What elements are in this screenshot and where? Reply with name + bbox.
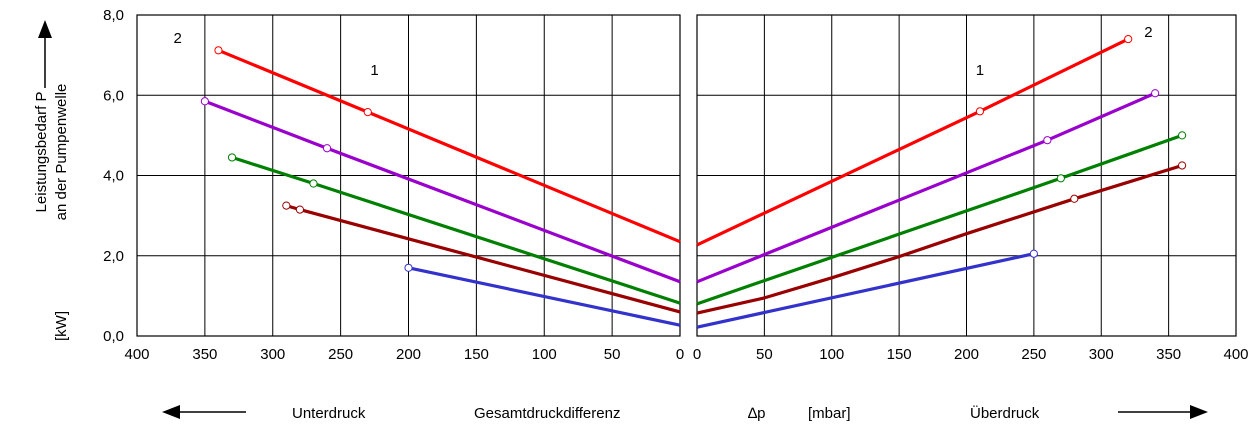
right-x-tick-label: 250 xyxy=(1021,346,1046,363)
left-x-tick-label: 50 xyxy=(604,346,621,363)
right-data-point xyxy=(1178,161,1187,170)
right-data-point xyxy=(1178,131,1187,140)
right-x-tick-label: 300 xyxy=(1089,346,1114,363)
right-data-point xyxy=(1151,89,1160,98)
right-x-tick-label: 100 xyxy=(819,346,844,363)
right-data-point xyxy=(1070,194,1079,203)
left-curve-number: 1 xyxy=(370,62,378,79)
x-axis-unit: [mbar] xyxy=(808,405,851,422)
left-data-point xyxy=(227,153,237,162)
y-axis-label-line1: Leistungsbedarf P xyxy=(33,92,50,213)
right-x-tick-label: 350 xyxy=(1156,346,1181,363)
x-axis-label: Gesamtdruckdifferenz xyxy=(474,405,620,422)
left-series-line xyxy=(204,99,681,284)
right-curve-number: 2 xyxy=(1144,24,1152,41)
left-x-tick-label: 200 xyxy=(396,346,421,363)
y-tick-label: 4,0 xyxy=(103,168,124,185)
y-tick-label: 8,0 xyxy=(103,7,124,24)
right-arrow-icon xyxy=(1118,405,1208,419)
right-series-line xyxy=(696,91,1156,284)
left-arrow-icon xyxy=(162,405,246,419)
right-data-point xyxy=(1056,174,1065,183)
left-data-point xyxy=(282,201,291,210)
left-data-point xyxy=(214,46,223,55)
left-curve-number: 2 xyxy=(174,30,182,47)
right-series-line xyxy=(696,37,1129,247)
left-x-tick-label: 300 xyxy=(260,346,285,363)
right-x-tick-label: 150 xyxy=(887,346,912,363)
y-tick-label: 2,0 xyxy=(103,248,124,265)
unterdruck-label: Unterdruck xyxy=(292,405,366,422)
y-tick-label: 6,0 xyxy=(103,87,124,104)
right-series-line xyxy=(696,163,1183,315)
right-x-tick-label: 400 xyxy=(1223,346,1248,363)
left-x-tick-label: 400 xyxy=(124,346,149,363)
y-tick-labels: 0,0 2,0 4,0 6,0 8,0 xyxy=(103,7,124,345)
right-x-tick-label: 50 xyxy=(756,346,773,363)
right-series-line xyxy=(696,133,1183,306)
left-x-tick-label: 350 xyxy=(192,346,217,363)
right-curve-number: 1 xyxy=(976,62,984,79)
left-series-line xyxy=(231,155,681,305)
left-panel-unterdruck: 400 350 300 250 200 150 100 50 0 2 1 xyxy=(124,14,684,363)
up-arrow-icon xyxy=(38,20,52,88)
left-data-point xyxy=(363,108,372,117)
left-series-line xyxy=(408,266,681,327)
left-x-tick-label: 0 xyxy=(676,346,684,363)
x-axis-symbol: ∆p xyxy=(748,405,766,422)
left-data-point xyxy=(295,205,304,214)
left-x-tick-label: 100 xyxy=(532,346,557,363)
right-frame xyxy=(696,14,1237,337)
left-data-point xyxy=(309,179,318,188)
right-panel-ueberdruck: 0 50 100 150 200 250 300 350 400 1 2 xyxy=(693,14,1249,363)
right-data-point xyxy=(1124,34,1133,44)
right-data-point xyxy=(1029,249,1038,258)
left-data-point xyxy=(322,144,332,153)
left-x-tick-label: 250 xyxy=(328,346,353,363)
right-series-line xyxy=(696,252,1035,329)
left-series-line xyxy=(217,48,681,244)
left-data-point xyxy=(404,263,413,272)
y-axis-unit: [kW] xyxy=(53,311,70,341)
right-data-point xyxy=(1043,136,1052,145)
right-x-tick-label: 200 xyxy=(954,346,979,363)
right-data-point xyxy=(975,107,985,116)
ueberdruck-label: Überdruck xyxy=(970,404,1040,422)
left-x-tick-label: 150 xyxy=(464,346,489,363)
y-tick-label: 0,0 xyxy=(103,328,124,345)
left-data-point xyxy=(200,97,209,106)
y-axis-label-line2: an der Pumpenwelle xyxy=(53,84,70,221)
right-x-tick-label: 0 xyxy=(693,346,701,363)
left-frame xyxy=(136,14,681,337)
